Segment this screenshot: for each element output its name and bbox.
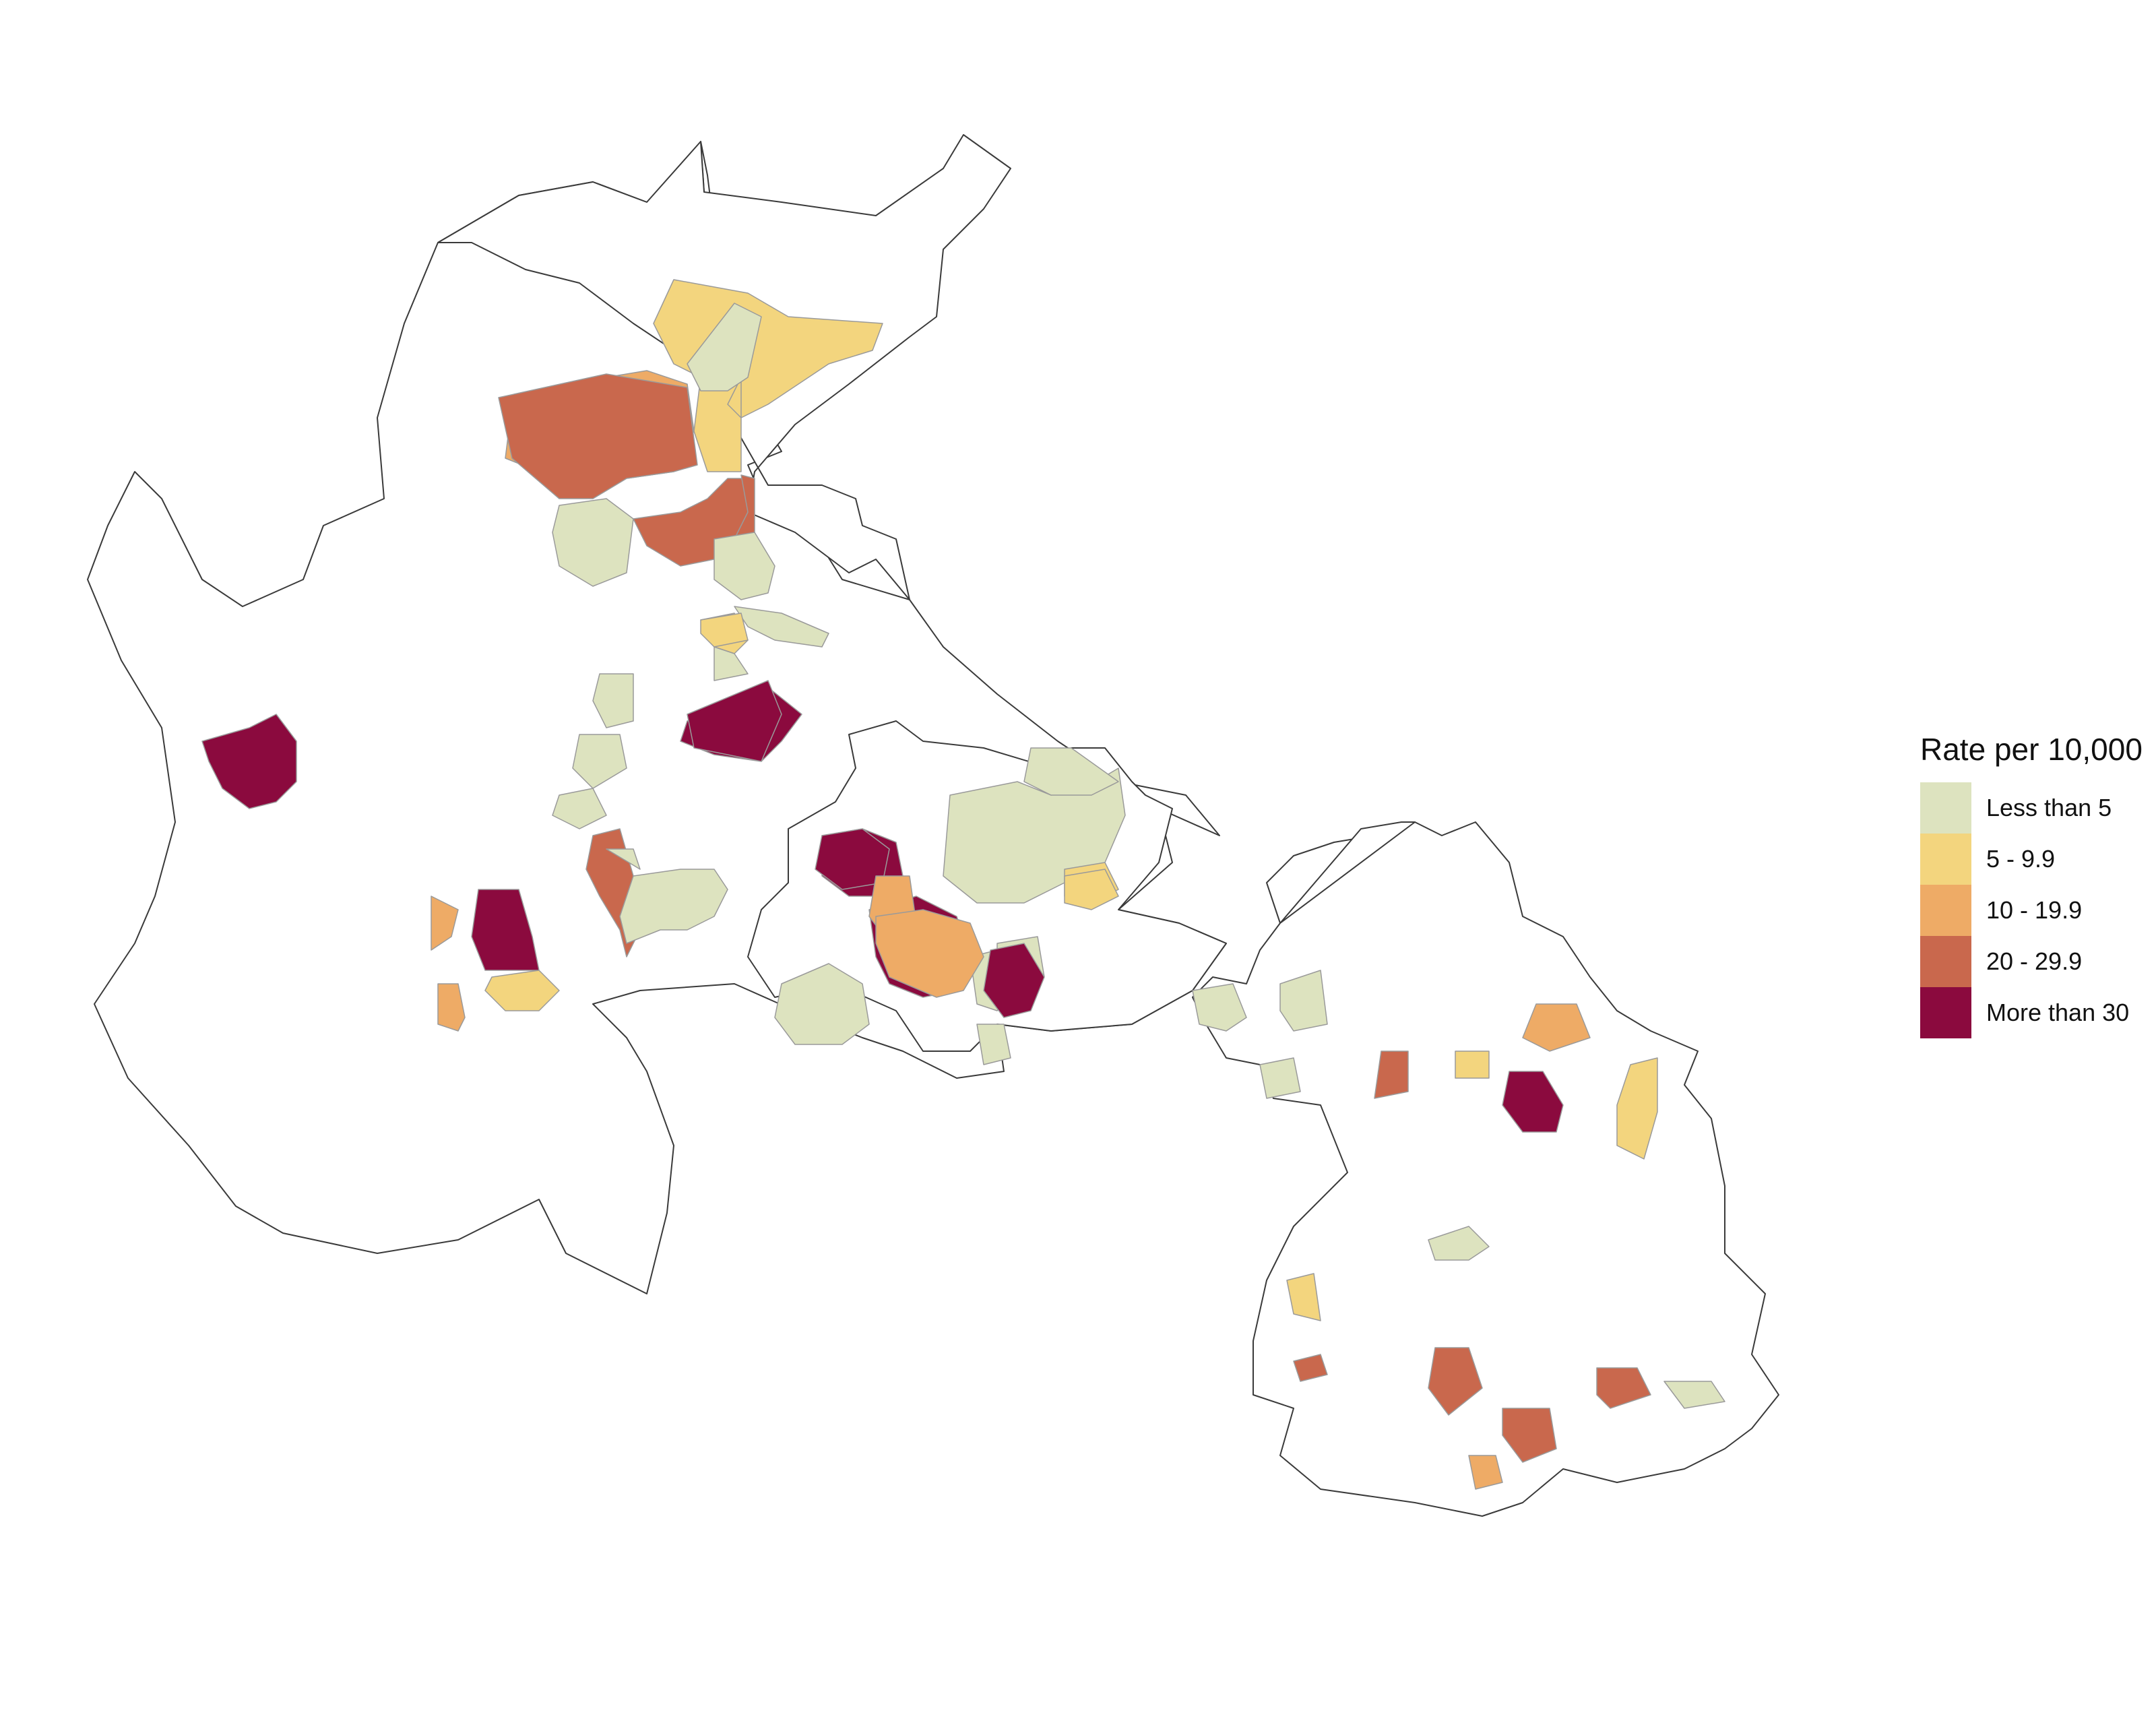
map-area[interactable]: [1522, 1003, 1591, 1052]
map-area[interactable]: [1259, 1057, 1301, 1099]
map-area[interactable]: [484, 970, 560, 1011]
legend-swatch: [1920, 834, 1971, 885]
map-area[interactable]: [1428, 1226, 1490, 1261]
map-area[interactable]: [552, 788, 607, 829]
map-area[interactable]: [687, 303, 762, 391]
legend-item-5-9-9: 5 - 9.9: [1920, 834, 2149, 885]
map-area[interactable]: [1023, 747, 1119, 796]
map-area[interactable]: [437, 983, 466, 1032]
map-area[interactable]: [201, 714, 297, 809]
map-area[interactable]: [976, 1024, 1011, 1065]
map-area[interactable]: [1279, 970, 1328, 1032]
map-area[interactable]: [572, 734, 627, 789]
map-area[interactable]: [687, 680, 782, 762]
map-area[interactable]: [1455, 1050, 1490, 1079]
map-area[interactable]: [1596, 1367, 1651, 1409]
map-area[interactable]: [606, 848, 641, 870]
legend-label: Less than 5: [1986, 794, 2112, 821]
legend-swatch: [1920, 782, 1971, 834]
map-area[interactable]: [592, 673, 634, 728]
map-area[interactable]: [1374, 1050, 1409, 1099]
map-area[interactable]: [700, 613, 749, 648]
map-area[interactable]: [619, 869, 728, 944]
map-area[interactable]: [734, 606, 829, 648]
map-area[interactable]: [714, 646, 749, 681]
map-area[interactable]: [1502, 1071, 1564, 1133]
legend-swatch: [1920, 936, 1971, 987]
legend-swatch: [1920, 987, 1971, 1038]
legend-label: 5 - 9.9: [1986, 845, 2056, 873]
map-area[interactable]: [875, 909, 984, 998]
map-area[interactable]: [498, 373, 698, 499]
map-area[interactable]: [1616, 1057, 1658, 1160]
legend-item-less-than-5: Less than 5: [1920, 782, 2149, 834]
legend-label: 10 - 19.9: [1986, 896, 2083, 924]
map-area[interactable]: [1502, 1408, 1557, 1463]
map-area[interactable]: [471, 889, 540, 971]
legend-item-10-19-9: 10 - 19.9: [1920, 885, 2149, 936]
district-areas: [201, 279, 1725, 1490]
legend-title: Rate per 10,000: [1920, 732, 2143, 767]
map-area[interactable]: [1192, 983, 1247, 1032]
legend-swatch: [1920, 885, 1971, 936]
legend-label: 20 - 29.9: [1986, 947, 2083, 975]
legend-item-more-than-30: More than 30: [1920, 987, 2149, 1038]
east-north-outline: [1279, 821, 1416, 924]
map-area[interactable]: [552, 498, 634, 587]
map-area[interactable]: [1428, 1347, 1483, 1416]
map-area[interactable]: [774, 963, 870, 1045]
map-area[interactable]: [1293, 1354, 1328, 1382]
map-legend: Rate per 10,000 Less than 5 5 - 9.9 10 -…: [1920, 731, 2149, 1038]
map-area[interactable]: [714, 532, 775, 600]
map-area[interactable]: [1064, 869, 1119, 910]
east-region-boundary: [1192, 821, 1779, 1517]
legend-label: More than 30: [1986, 999, 2130, 1026]
map-area[interactable]: [431, 896, 459, 951]
map-area[interactable]: [1663, 1381, 1725, 1409]
map-area[interactable]: [1286, 1273, 1321, 1321]
legend-item-20-29-9: 20 - 29.9: [1920, 936, 2149, 987]
map-area[interactable]: [983, 943, 1045, 1018]
map-area[interactable]: [1468, 1455, 1503, 1490]
